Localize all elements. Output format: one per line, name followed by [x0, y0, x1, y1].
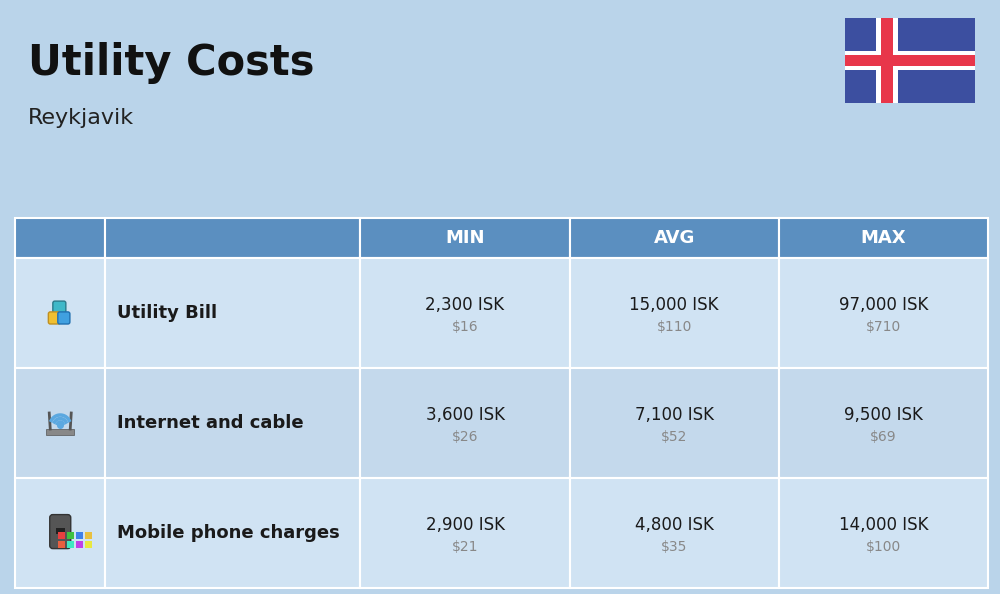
Text: 4,800 ISK: 4,800 ISK — [635, 516, 714, 534]
Text: $16: $16 — [452, 320, 478, 334]
Text: MAX: MAX — [861, 229, 906, 247]
Bar — [360, 258, 570, 368]
Bar — [779, 478, 988, 588]
Text: $69: $69 — [870, 430, 897, 444]
Text: 7,100 ISK: 7,100 ISK — [635, 406, 714, 424]
Bar — [85, 541, 92, 548]
Bar — [845, 51, 975, 70]
Bar — [15, 258, 105, 368]
Bar — [67, 541, 74, 548]
Bar — [570, 368, 779, 478]
Bar — [570, 478, 779, 588]
Bar — [779, 218, 988, 258]
Text: Internet and cable: Internet and cable — [117, 414, 304, 432]
Bar — [570, 218, 779, 258]
Bar — [360, 368, 570, 478]
Text: $35: $35 — [661, 540, 687, 554]
Bar — [779, 258, 988, 368]
Text: 2,300 ISK: 2,300 ISK — [425, 296, 505, 314]
Text: $52: $52 — [661, 430, 687, 444]
Text: Utility Bill: Utility Bill — [117, 304, 218, 322]
Text: $110: $110 — [657, 320, 692, 334]
Bar — [46, 429, 74, 435]
FancyBboxPatch shape — [58, 312, 70, 324]
Text: Utility Costs: Utility Costs — [28, 42, 314, 84]
Bar — [105, 258, 360, 368]
Text: AVG: AVG — [654, 229, 695, 247]
Bar — [845, 18, 975, 103]
Bar — [56, 527, 65, 533]
Text: $21: $21 — [452, 540, 478, 554]
Text: Reykjavik: Reykjavik — [28, 108, 134, 128]
Bar — [105, 218, 360, 258]
Text: $26: $26 — [452, 430, 478, 444]
Text: 97,000 ISK: 97,000 ISK — [839, 296, 928, 314]
FancyBboxPatch shape — [53, 301, 66, 314]
Bar — [779, 368, 988, 478]
Bar — [845, 55, 975, 65]
Bar — [76, 541, 83, 548]
Bar — [360, 478, 570, 588]
Text: $710: $710 — [866, 320, 901, 334]
Bar — [67, 532, 74, 539]
Text: MIN: MIN — [445, 229, 485, 247]
Text: Mobile phone charges: Mobile phone charges — [117, 524, 340, 542]
Bar — [881, 18, 893, 103]
Bar — [15, 478, 105, 588]
Bar — [58, 541, 65, 548]
Bar — [85, 532, 92, 539]
Text: 14,000 ISK: 14,000 ISK — [839, 516, 928, 534]
Text: 15,000 ISK: 15,000 ISK — [629, 296, 719, 314]
Bar — [15, 368, 105, 478]
Bar — [105, 368, 360, 478]
Bar — [58, 532, 65, 539]
Bar — [570, 258, 779, 368]
Bar — [360, 218, 570, 258]
Text: $100: $100 — [866, 540, 901, 554]
Text: 2,900 ISK: 2,900 ISK — [426, 516, 505, 534]
Bar — [15, 218, 105, 258]
Bar — [105, 478, 360, 588]
Text: 9,500 ISK: 9,500 ISK — [844, 406, 923, 424]
Bar — [76, 532, 83, 539]
FancyBboxPatch shape — [48, 312, 60, 324]
Bar — [876, 18, 898, 103]
Text: 3,600 ISK: 3,600 ISK — [426, 406, 505, 424]
FancyBboxPatch shape — [50, 514, 71, 549]
